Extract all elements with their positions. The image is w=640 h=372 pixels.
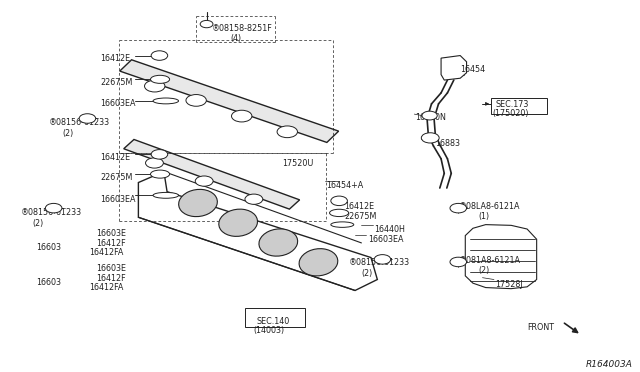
Circle shape: [200, 20, 213, 28]
Ellipse shape: [153, 192, 179, 198]
Text: ®08156-61233: ®08156-61233: [49, 118, 110, 127]
Text: 16603EA: 16603EA: [368, 235, 403, 244]
Text: 16412FA: 16412FA: [90, 283, 124, 292]
Ellipse shape: [150, 170, 170, 178]
Circle shape: [145, 80, 165, 92]
Text: ®08156-61233: ®08156-61233: [20, 208, 82, 217]
Text: R164003A: R164003A: [586, 360, 632, 369]
Circle shape: [195, 176, 213, 186]
Polygon shape: [120, 60, 339, 142]
Text: 16883: 16883: [435, 139, 460, 148]
Polygon shape: [138, 171, 378, 291]
Circle shape: [422, 111, 437, 120]
Text: (2): (2): [478, 266, 490, 275]
Ellipse shape: [330, 209, 349, 217]
Circle shape: [421, 133, 439, 143]
Text: 16603: 16603: [36, 243, 61, 252]
Circle shape: [232, 110, 252, 122]
Text: 16412F: 16412F: [96, 238, 125, 247]
Ellipse shape: [331, 222, 354, 227]
Text: (2): (2): [32, 219, 44, 228]
Text: 22675M: 22675M: [100, 173, 132, 182]
Circle shape: [45, 203, 62, 213]
Text: (4): (4): [231, 34, 242, 43]
Circle shape: [145, 158, 163, 168]
Polygon shape: [441, 55, 467, 80]
Text: 16412E: 16412E: [100, 153, 131, 162]
Text: (2): (2): [362, 269, 372, 278]
Text: 22675M: 22675M: [344, 212, 376, 221]
Polygon shape: [124, 140, 300, 209]
Text: ®08158-8251F: ®08158-8251F: [212, 24, 273, 33]
Text: 16603E: 16603E: [96, 229, 125, 238]
Text: 16603: 16603: [36, 278, 61, 287]
Ellipse shape: [179, 189, 218, 217]
Text: (2): (2): [62, 129, 73, 138]
Text: 16412F: 16412F: [96, 274, 125, 283]
Text: 22675M: 22675M: [100, 78, 132, 87]
Text: 16412E: 16412E: [344, 202, 374, 211]
Ellipse shape: [153, 98, 179, 104]
Circle shape: [331, 196, 348, 206]
Text: 17520U: 17520U: [282, 159, 313, 168]
Text: ®08156-61233: ®08156-61233: [349, 257, 410, 267]
Text: 16440N: 16440N: [415, 113, 447, 122]
Text: 16603EA: 16603EA: [100, 195, 136, 203]
Text: 16440H: 16440H: [374, 225, 405, 234]
Circle shape: [151, 51, 168, 60]
Text: SEC.140: SEC.140: [256, 317, 289, 326]
Circle shape: [79, 114, 96, 123]
Ellipse shape: [150, 75, 170, 83]
Text: 16412FA: 16412FA: [90, 248, 124, 257]
Text: ®081A8-6121A: ®081A8-6121A: [459, 256, 521, 265]
Text: 17528J: 17528J: [495, 279, 523, 289]
Text: (1): (1): [478, 212, 489, 221]
Ellipse shape: [219, 209, 257, 236]
Text: ®08LA8-6121A: ®08LA8-6121A: [459, 202, 520, 211]
Text: 16454: 16454: [460, 65, 485, 74]
Text: 16412E: 16412E: [100, 54, 131, 64]
Text: SEC.173: SEC.173: [495, 100, 529, 109]
Circle shape: [450, 203, 467, 213]
Circle shape: [450, 257, 467, 267]
Text: (175020): (175020): [492, 109, 529, 118]
FancyBboxPatch shape: [246, 308, 305, 327]
Circle shape: [374, 254, 391, 264]
Polygon shape: [465, 225, 537, 289]
Circle shape: [186, 94, 206, 106]
Circle shape: [245, 194, 263, 204]
FancyBboxPatch shape: [491, 97, 547, 114]
Ellipse shape: [259, 229, 298, 256]
Circle shape: [151, 150, 168, 159]
Text: 16603EA: 16603EA: [100, 99, 136, 109]
Text: (14003): (14003): [253, 326, 284, 335]
Ellipse shape: [299, 248, 338, 276]
Text: 16454+A: 16454+A: [326, 181, 364, 190]
Circle shape: [277, 126, 298, 138]
Text: 16603E: 16603E: [96, 264, 125, 273]
Text: FRONT: FRONT: [527, 323, 554, 332]
